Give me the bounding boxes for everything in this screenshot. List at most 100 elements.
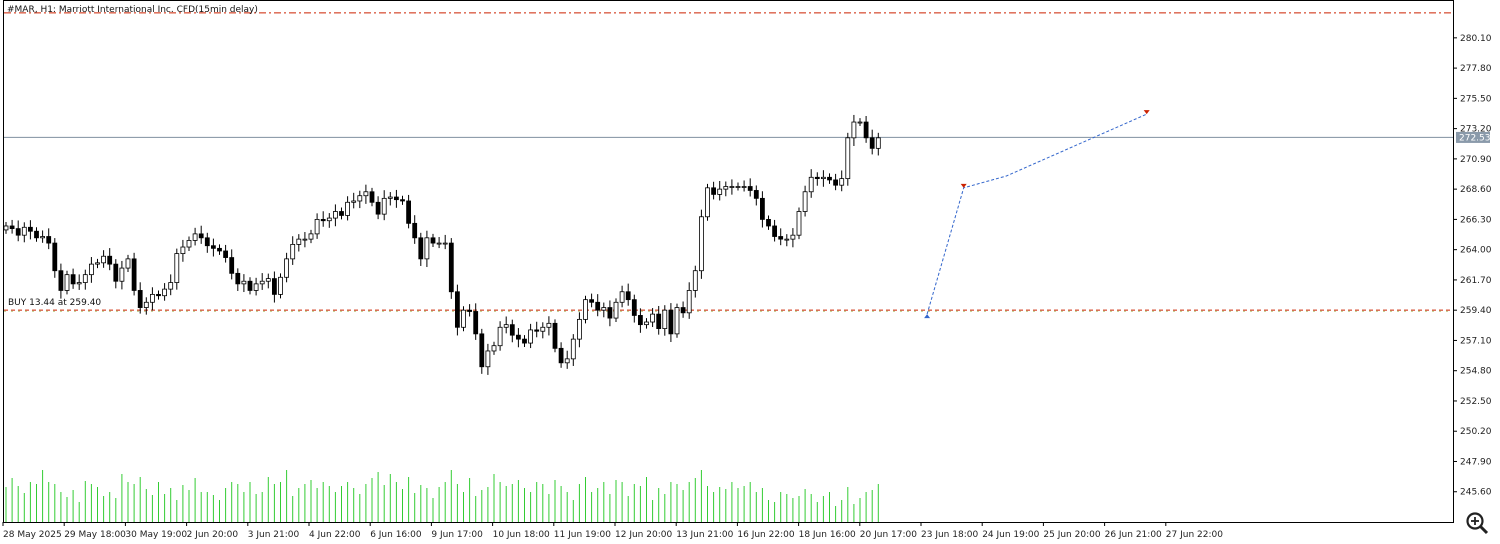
candle (613, 301, 619, 319)
x-tick-label: 9 Jun 17:00 (431, 530, 483, 540)
candle (479, 333, 485, 368)
candle (40, 236, 45, 239)
candle (21, 226, 27, 236)
candle (9, 225, 15, 230)
candle (387, 196, 393, 199)
candle (393, 196, 399, 201)
trade-path (926, 113, 1147, 315)
candle (473, 311, 479, 335)
candle (95, 262, 100, 265)
candle (692, 270, 698, 291)
candle (802, 191, 808, 212)
candle (851, 121, 857, 139)
candle (119, 267, 125, 282)
candle (58, 270, 64, 291)
candle (46, 236, 52, 244)
x-tick-label: 12 Jun 20:00 (615, 530, 672, 540)
candle (107, 255, 113, 265)
candle (400, 199, 405, 202)
candle (113, 263, 119, 282)
candle (241, 280, 247, 285)
candle (52, 242, 58, 272)
candle (796, 211, 802, 236)
candle (833, 179, 838, 186)
candle (857, 121, 863, 124)
buy-arrow-icon[interactable] (924, 314, 931, 319)
x-tick-label: 26 Jun 21:00 (1105, 530, 1162, 540)
y-tick-label: 261.70 (1460, 276, 1492, 286)
candle (412, 222, 418, 239)
candle (528, 329, 533, 344)
candle (674, 307, 680, 335)
candle (656, 313, 662, 329)
y-tick-label: 270.90 (1460, 155, 1492, 165)
x-tick-label: 18 Jun 16:00 (799, 530, 856, 540)
candle (357, 195, 363, 202)
candle (375, 201, 381, 215)
candle (253, 283, 259, 291)
candle (808, 176, 814, 193)
candle (735, 186, 741, 188)
candle (552, 322, 558, 349)
candle (491, 345, 497, 352)
candle (680, 307, 686, 314)
x-tick-label: 11 Jun 19:00 (554, 530, 611, 540)
candle (332, 211, 338, 219)
candle (503, 324, 509, 328)
candle (760, 197, 765, 220)
y-tick-label: 250.20 (1460, 427, 1492, 437)
candle (168, 282, 174, 290)
candle (192, 233, 198, 241)
sell-arrow-icon[interactable] (1143, 110, 1150, 115)
candle (89, 263, 94, 276)
candle (821, 176, 826, 180)
current-price-badge (1456, 131, 1490, 143)
candle (601, 307, 607, 311)
candle (741, 186, 747, 188)
x-tick-label: 25 Jun 20:00 (1043, 530, 1100, 540)
y-tick-label: 245.60 (1460, 488, 1492, 498)
candle (564, 358, 570, 364)
x-tick-label: 6 Jun 16:00 (370, 530, 422, 540)
candle (869, 137, 875, 149)
candle (814, 176, 820, 180)
zoom-icon[interactable] (1464, 510, 1490, 536)
candle (662, 309, 668, 329)
candle (406, 200, 412, 224)
x-tick-label: 20 Jun 17:00 (860, 530, 917, 540)
candle (363, 191, 369, 197)
candle (827, 176, 832, 181)
candle (875, 137, 881, 149)
candle (64, 274, 70, 291)
level-lines (4, 12, 1453, 312)
candle (15, 228, 21, 236)
candle (210, 245, 216, 249)
candle (534, 329, 540, 332)
candle (186, 240, 192, 248)
current-price-label: 272.53 (1459, 133, 1491, 143)
candle (271, 278, 277, 295)
candle (296, 238, 302, 245)
candle (766, 218, 771, 227)
candle (76, 282, 82, 285)
x-tick-label: 10 Jun 18:00 (493, 530, 550, 540)
candle (607, 307, 613, 319)
y-tick-label: 254.80 (1460, 367, 1492, 377)
candle (570, 338, 576, 360)
x-tick-label: 28 May 2025 (3, 530, 62, 540)
candle (198, 233, 204, 239)
candle (705, 187, 710, 218)
candle (729, 186, 735, 188)
candle (143, 301, 149, 308)
x-tick-label: 27 Jun 22:00 (1166, 530, 1223, 540)
position-label: BUY 13.44 at 259.40 (8, 298, 101, 308)
candle (638, 315, 643, 326)
candle (82, 274, 88, 283)
candle (101, 255, 106, 264)
candle (784, 238, 790, 241)
sell-arrow-icon[interactable] (960, 183, 967, 188)
candle (668, 309, 674, 335)
y-tick-label: 252.50 (1460, 397, 1492, 407)
candle (467, 309, 473, 312)
